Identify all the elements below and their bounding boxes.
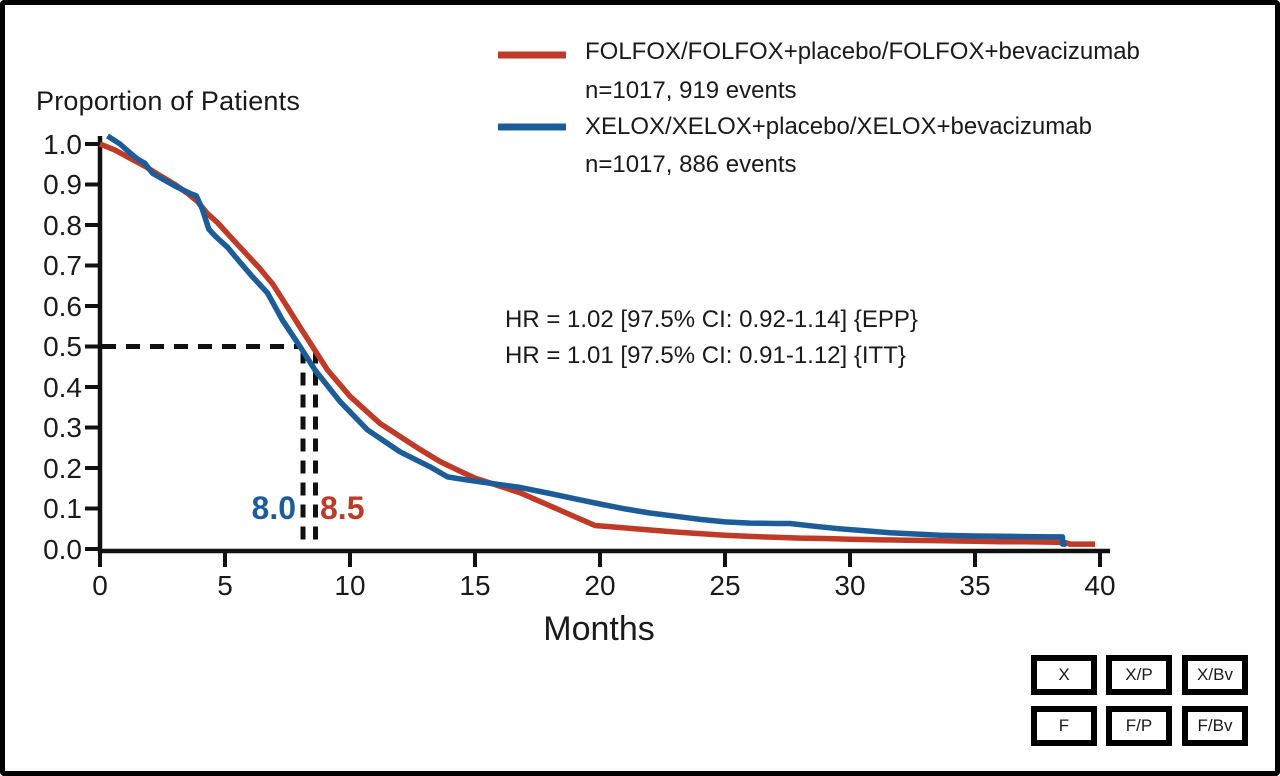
median-label-folfox: 8.5 — [320, 490, 365, 526]
x-tick-label: 15 — [459, 570, 491, 601]
group-button-x[interactable]: X — [1031, 655, 1097, 695]
group-button-f-bv[interactable]: F/Bv — [1182, 706, 1248, 746]
x-tick-label: 25 — [709, 570, 741, 601]
y-tick-label: 0.2 — [43, 452, 82, 484]
group-button-x-bv[interactable]: X/Bv — [1182, 655, 1248, 695]
x-axis-title: Months — [543, 610, 655, 648]
legend-label-folfox: FOLFOX/FOLFOX+placebo/FOLFOX+bevacizumab — [585, 38, 1140, 65]
legend-label-xelox: XELOX/XELOX+placebo/XELOX+bevacizumab — [585, 113, 1092, 140]
x-tick-label: 35 — [959, 570, 991, 601]
hazard-ratio-epp: HR = 1.02 [97.5% CI: 0.92-1.14] {EPP} — [505, 306, 918, 333]
x-tick-label: 0 — [92, 570, 108, 601]
median-label-xelox: 8.0 — [251, 490, 296, 526]
legend-events-folfox: n=1017, 919 events — [585, 77, 797, 104]
y-tick-label: 0.3 — [43, 412, 82, 443]
legend-events-xelox: n=1017, 886 events — [585, 151, 797, 178]
x-tick-label: 20 — [584, 570, 616, 601]
x-tick-label: 30 — [834, 570, 866, 601]
y-tick-label: 0.8 — [43, 209, 82, 241]
y-tick-label: 0.9 — [43, 169, 82, 200]
y-axis-title: Proportion of Patients — [36, 86, 301, 116]
survival-curve — [106, 133, 1067, 547]
y-tick-label: 0.0 — [43, 533, 82, 565]
y-tick-label: 0.5 — [43, 331, 82, 362]
x-tick-label: 5 — [217, 570, 233, 601]
group-button-f[interactable]: F — [1031, 706, 1097, 746]
y-tick-label: 0.7 — [43, 250, 82, 281]
x-tick-label: 40 — [1084, 570, 1116, 601]
x-tick-label: 10 — [334, 570, 366, 601]
group-button-x-p[interactable]: X/P — [1106, 655, 1172, 695]
y-tick-label: 0.1 — [43, 493, 82, 524]
hazard-ratio-itt: HR = 1.01 [97.5% CI: 0.91-1.12] {ITT} — [505, 342, 906, 369]
y-tick-label: 0.6 — [43, 290, 82, 322]
y-tick-label: 1.0 — [43, 128, 82, 160]
y-tick-label: 0.4 — [43, 371, 82, 403]
group-button-f-p[interactable]: F/P — [1106, 706, 1172, 746]
